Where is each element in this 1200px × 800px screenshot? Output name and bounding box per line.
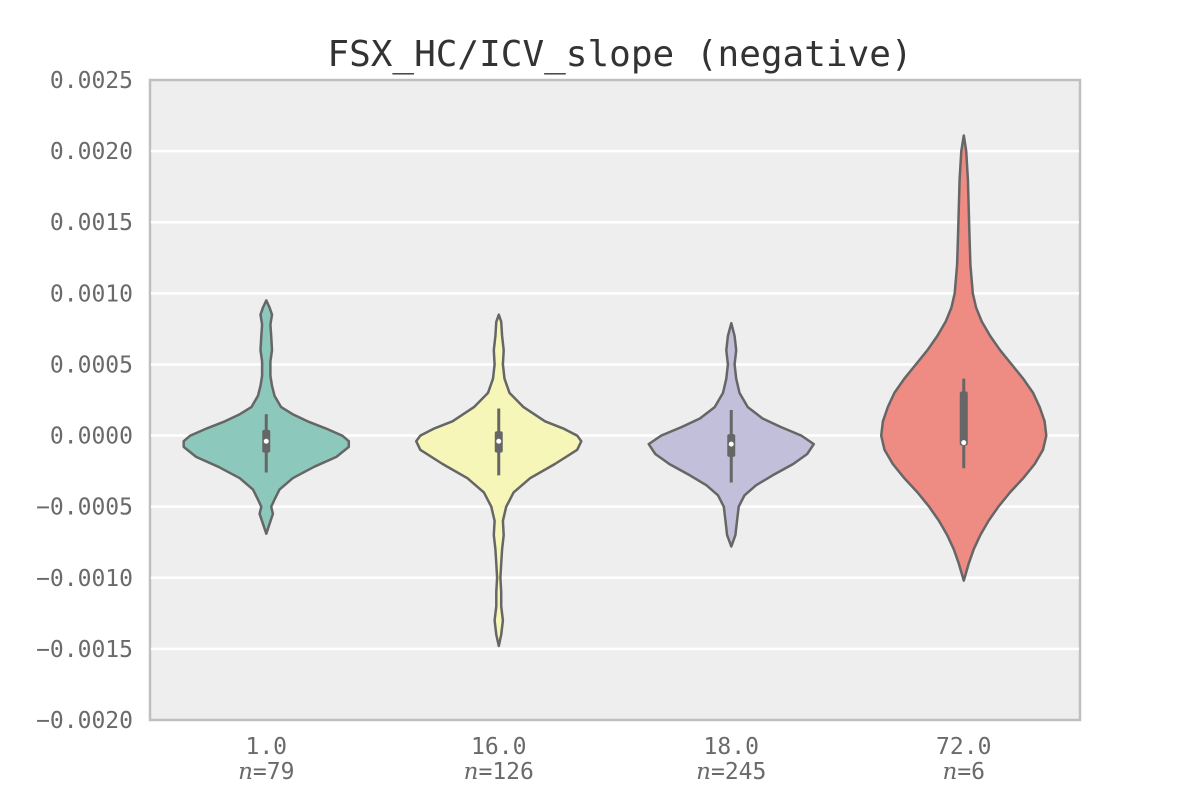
y-tick-label: 0.0000 <box>50 424 133 450</box>
violin-median-dot <box>728 441 734 447</box>
y-tick-label: −0.0020 <box>36 708 133 734</box>
y-tick-label: −0.0010 <box>36 566 133 592</box>
y-tick-label: −0.0015 <box>36 637 133 663</box>
violin-72.0 <box>879 134 1048 582</box>
x-tick-count-label: n=79 <box>238 759 294 785</box>
x-tick-count-label: n=6 <box>942 759 985 785</box>
y-tick-label: 0.0015 <box>50 210 133 236</box>
violin-body <box>414 313 583 648</box>
violin-median-dot <box>496 438 502 444</box>
x-axis-ticks: 1.0n=79 16.0n=126 18.0n=245 72.0n=6 <box>238 734 991 785</box>
y-tick-label: 0.0020 <box>50 139 133 165</box>
violin-iqr-box <box>959 391 968 446</box>
violin-median-dot <box>961 440 967 446</box>
x-tick-count-label: n=126 <box>464 759 534 785</box>
x-tick-label: 16.0 <box>471 734 526 760</box>
y-axis-ticks: 0.0025 0.0020 0.0015 0.0010 0.0005 0.0000 −0.0… <box>36 68 133 734</box>
violin-1.0 <box>182 299 351 535</box>
chart-title: FSX_HC/ICV_slope (negative) <box>327 34 912 75</box>
violin-18.0 <box>647 321 816 548</box>
x-tick-count-label: n=245 <box>696 759 766 785</box>
violin-16.0 <box>414 313 583 648</box>
y-tick-label: 0.0005 <box>50 352 133 378</box>
y-tick-label: 0.0010 <box>50 281 133 307</box>
x-tick-label: 72.0 <box>936 734 991 760</box>
x-tick-label: 1.0 <box>245 734 287 760</box>
y-tick-label: 0.0025 <box>50 68 133 94</box>
violin-body <box>879 134 1048 582</box>
y-tick-label: −0.0005 <box>36 495 133 521</box>
violins <box>182 134 1048 648</box>
violin-median-dot <box>263 438 269 444</box>
x-tick-label: 18.0 <box>704 734 759 760</box>
